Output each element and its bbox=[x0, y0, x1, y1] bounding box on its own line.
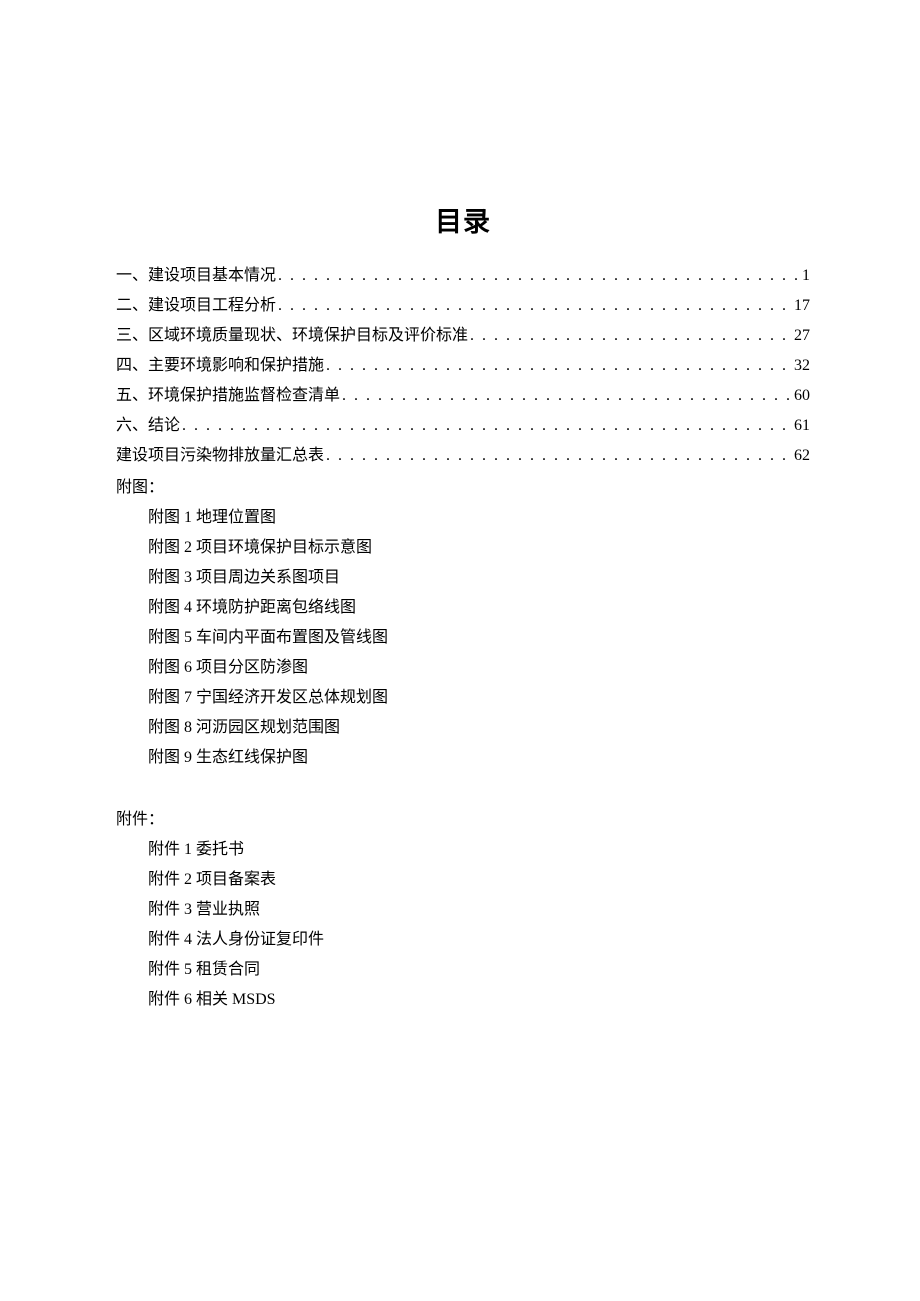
figures-header: 附图： bbox=[116, 473, 810, 503]
document-page: 目录 一、建设项目基本情况 1 二、建设项目工程分析 17 三、区域环境质量现状… bbox=[0, 0, 920, 1301]
toc-label: 建设项目污染物排放量汇总表 bbox=[116, 441, 324, 471]
toc-entry: 五、环境保护措施监督检查清单 60 bbox=[116, 381, 810, 411]
list-item: 附图 7 宁国经济开发区总体规划图 bbox=[148, 683, 810, 713]
list-item: 附图 9 生态红线保护图 bbox=[148, 743, 810, 773]
toc-entry: 三、区域环境质量现状、环境保护目标及评价标准 27 bbox=[116, 321, 810, 351]
list-item: 附图 8 河沥园区规划范围图 bbox=[148, 713, 810, 743]
toc-label: 一、建设项目基本情况 bbox=[116, 261, 276, 291]
toc-leader bbox=[340, 381, 794, 411]
toc-label: 二、建设项目工程分析 bbox=[116, 291, 276, 321]
attachments-list: 附件 1 委托书 附件 2 项目备案表 附件 3 营业执照 附件 4 法人身份证… bbox=[116, 835, 810, 1015]
page-title: 目录 bbox=[116, 200, 810, 239]
list-item: 附件 5 租赁合同 bbox=[148, 955, 810, 985]
toc-entry: 四、主要环境影响和保护措施 32 bbox=[116, 351, 810, 381]
list-item: 附件 6 相关 MSDS bbox=[148, 985, 810, 1015]
list-item: 附图 2 项目环境保护目标示意图 bbox=[148, 533, 810, 563]
toc-leader bbox=[324, 351, 794, 381]
list-item: 附图 6 项目分区防渗图 bbox=[148, 653, 810, 683]
list-item: 附图 3 项目周边关系图项目 bbox=[148, 563, 810, 593]
list-item: 附图 5 车间内平面布置图及管线图 bbox=[148, 623, 810, 653]
toc-entry: 二、建设项目工程分析 17 bbox=[116, 291, 810, 321]
list-item: 附图 4 环境防护距离包络线图 bbox=[148, 593, 810, 623]
spacer bbox=[116, 773, 810, 803]
toc-leader bbox=[468, 321, 794, 351]
toc-label: 四、主要环境影响和保护措施 bbox=[116, 351, 324, 381]
toc-entry: 建设项目污染物排放量汇总表 62 bbox=[116, 441, 810, 471]
toc-entry: 六、结论 61 bbox=[116, 411, 810, 441]
toc-label: 三、区域环境质量现状、环境保护目标及评价标准 bbox=[116, 321, 468, 351]
toc-page-number: 1 bbox=[802, 261, 810, 291]
toc-label: 五、环境保护措施监督检查清单 bbox=[116, 381, 340, 411]
list-item: 附图 1 地理位置图 bbox=[148, 503, 810, 533]
toc-leader bbox=[276, 261, 802, 291]
toc-page-number: 17 bbox=[794, 291, 810, 321]
figures-list: 附图 1 地理位置图 附图 2 项目环境保护目标示意图 附图 3 项目周边关系图… bbox=[116, 503, 810, 773]
list-item: 附件 2 项目备案表 bbox=[148, 865, 810, 895]
toc-leader bbox=[180, 411, 794, 441]
toc-leader bbox=[276, 291, 794, 321]
toc-label: 六、结论 bbox=[116, 411, 180, 441]
toc-entry: 一、建设项目基本情况 1 bbox=[116, 261, 810, 291]
toc-section: 一、建设项目基本情况 1 二、建设项目工程分析 17 三、区域环境质量现状、环境… bbox=[116, 261, 810, 471]
toc-leader bbox=[324, 441, 794, 471]
list-item: 附件 4 法人身份证复印件 bbox=[148, 925, 810, 955]
toc-page-number: 27 bbox=[794, 321, 810, 351]
list-item: 附件 3 营业执照 bbox=[148, 895, 810, 925]
toc-page-number: 60 bbox=[794, 381, 810, 411]
attachments-header: 附件： bbox=[116, 805, 810, 835]
toc-page-number: 32 bbox=[794, 351, 810, 381]
toc-page-number: 62 bbox=[794, 441, 810, 471]
list-item: 附件 1 委托书 bbox=[148, 835, 810, 865]
toc-page-number: 61 bbox=[794, 411, 810, 441]
